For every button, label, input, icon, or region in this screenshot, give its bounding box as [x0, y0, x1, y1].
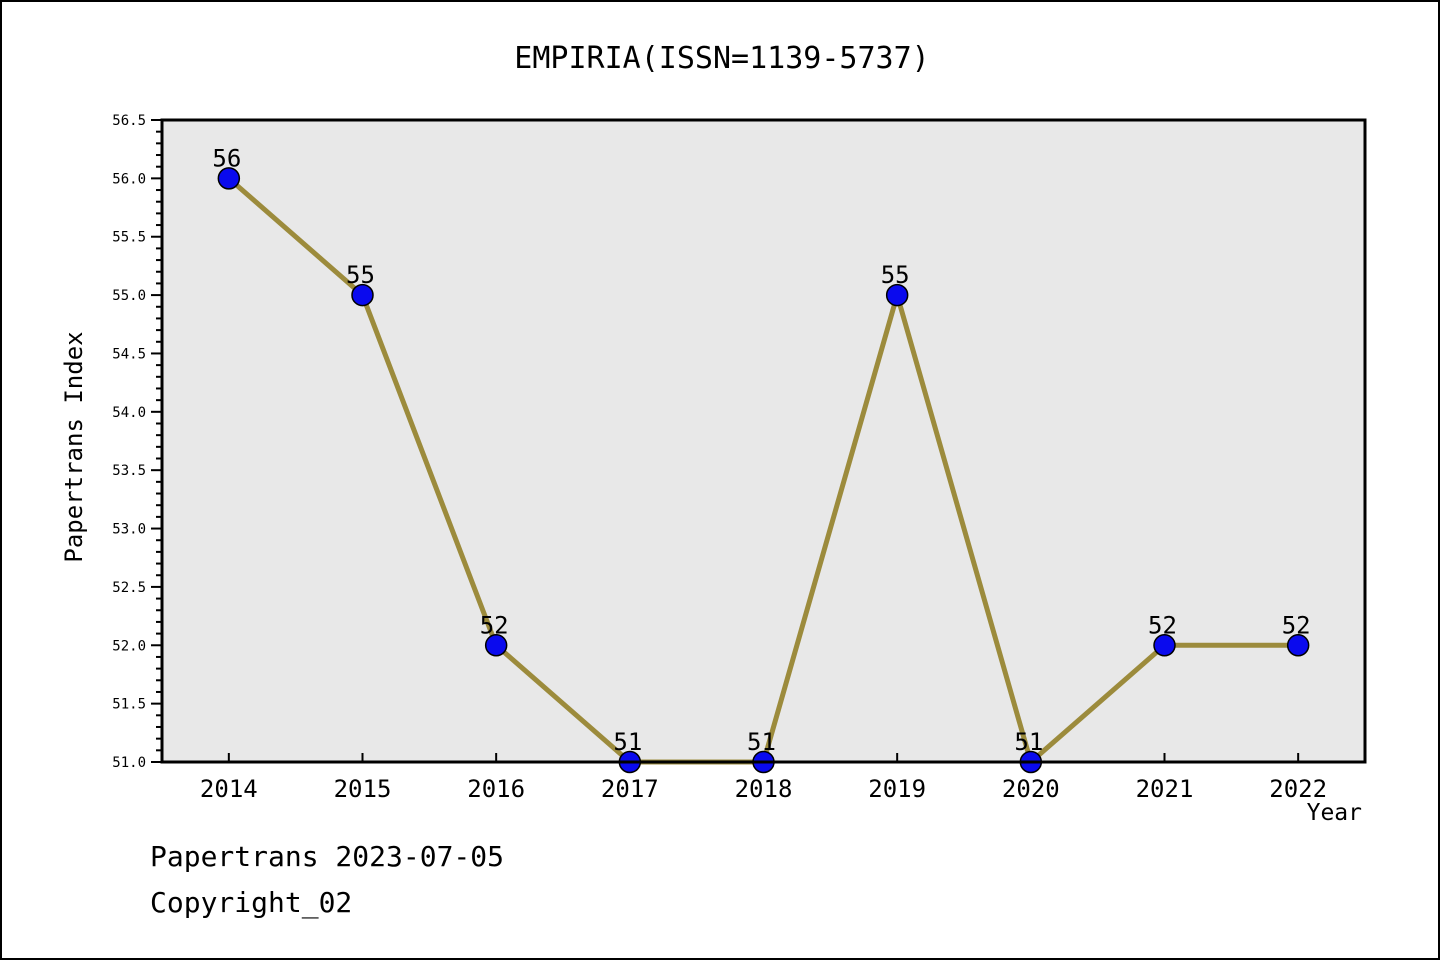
data-point-label: 52	[1148, 611, 1177, 639]
data-point-marker	[351, 283, 374, 307]
y-tick-label: 51.0	[112, 755, 146, 771]
y-tick-label: 53.5	[112, 463, 146, 479]
y-tick-label: 55.0	[112, 288, 146, 304]
y-tick-label: 52.0	[112, 638, 146, 654]
footer-copyright: Copyright_02	[150, 886, 352, 920]
y-tick-label: 56.5	[112, 113, 146, 129]
chart-title: EMPIRIA(ISSN=1139-5737)	[514, 41, 929, 76]
plot-area	[162, 120, 1365, 762]
x-axis-label: Year	[1307, 800, 1362, 826]
plot-layers: 51.0 51.5 52.0 52.5 53.0 53.5 54.0 54.5 55.0 55.5…	[112, 113, 1367, 803]
y-tick-label: 54.5	[112, 346, 146, 362]
x-tick-label: 2017	[601, 775, 659, 803]
data-point-label: 52	[1282, 611, 1311, 639]
x-tick-label: 2021	[1136, 775, 1194, 803]
data-point-label: 51	[613, 728, 642, 756]
y-tick-label: 56.0	[112, 171, 146, 187]
footer-source: Papertrans 2023-07-05	[150, 840, 504, 873]
y-tick-label: 53.0	[112, 522, 146, 538]
data-point-marker	[1153, 634, 1176, 657]
y-tick-label: 54.0	[112, 405, 146, 421]
data-point-label: 51	[1014, 728, 1043, 756]
data-point-label: 52	[480, 611, 509, 639]
data-point-marker	[1286, 634, 1310, 657]
y-tick-label: 52.5	[112, 580, 146, 596]
y-tick-label: 55.5	[112, 230, 146, 246]
data-point-label: 55	[881, 261, 910, 289]
y-tick-label: 51.5	[112, 697, 146, 713]
x-tick-label: 2020	[1002, 775, 1060, 803]
data-point-marker	[217, 167, 241, 190]
data-point-label: 55	[346, 261, 375, 289]
x-tick-label: 2019	[868, 775, 926, 803]
x-tick-label: 2015	[334, 775, 392, 803]
x-tick-label: 2014	[200, 775, 258, 803]
x-tick-label: 2016	[467, 775, 525, 803]
data-point-label: 56	[212, 144, 241, 172]
data-point-label: 51	[747, 728, 776, 756]
x-tick-label: 2018	[735, 775, 793, 803]
x-tick-label: 2022	[1269, 775, 1327, 803]
plot-border	[160, 118, 1367, 764]
data-point-marker	[484, 634, 508, 657]
y-axis-label: Papertrans Index	[60, 331, 88, 562]
data-point-marker	[885, 283, 909, 307]
